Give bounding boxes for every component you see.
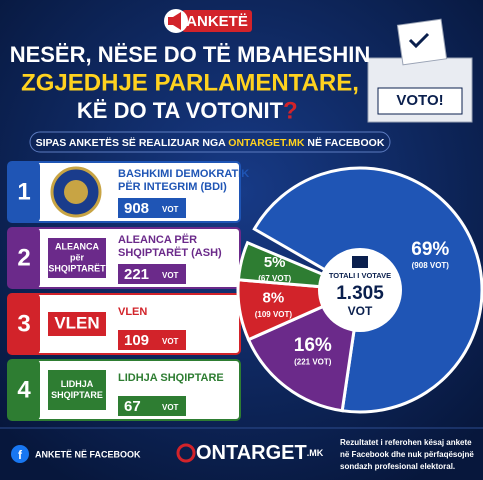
party-name: SHQIPTARËT (ASH) — [118, 246, 222, 259]
value-label: 8% — [263, 290, 285, 307]
center-total: 1.305 — [336, 283, 384, 304]
party-name: VLEN — [118, 306, 147, 318]
rank: 4 — [17, 376, 31, 403]
subtitle: SIPAS ANKETËS SË REALIZUAR NGA ONTARGET.… — [36, 136, 385, 149]
center-disc — [318, 248, 402, 332]
party-name: LIDHJA SHQIPTARE — [118, 372, 224, 384]
votes-box — [118, 264, 186, 284]
logo-text: VLEN — [54, 313, 99, 332]
party-name: PËR INTEGRIM (BDI) — [118, 180, 227, 193]
subtitle-box — [29, 131, 391, 153]
votes-unit: VOT — [162, 205, 179, 214]
logo-box — [48, 370, 106, 410]
ballot-label: VOTO! — [396, 92, 443, 109]
votes: 109 — [124, 332, 149, 349]
rank: 1 — [17, 178, 30, 205]
title-line: KË DO TA VOTONIT — [77, 98, 284, 123]
votes-box — [118, 198, 186, 218]
rank: 2 — [17, 244, 30, 271]
logo-text: ALEANCA — [55, 241, 99, 251]
party-name: BASHKIMI DEMOKRATIK — [118, 168, 249, 180]
megaphone-shape — [168, 12, 181, 30]
rank-box — [8, 228, 40, 288]
logo-text: për — [70, 252, 85, 262]
tag: ANKETË — [186, 13, 248, 30]
brand: ONTARGET — [196, 442, 307, 464]
disclaimer: në Facebook dhe nuk përfaqësojnë — [340, 450, 474, 459]
votes: 67 — [124, 398, 141, 415]
facebook-icon-letter: f — [18, 448, 23, 462]
votes-unit: VOT — [162, 403, 179, 412]
footer-brand: ONTARGET.MK — [196, 442, 324, 464]
logo-text: SHQIPTARE — [51, 390, 103, 400]
party-name: ALEANCA PËR — [118, 233, 197, 246]
title-line: NESËR, NËSE DO TË MBAHESHIN — [10, 42, 371, 67]
votes-unit: VOT — [162, 271, 179, 280]
votes-box — [118, 330, 186, 350]
ballot-box — [367, 18, 473, 123]
center-unit: VOT — [348, 304, 373, 318]
value-label: 69% — [411, 239, 449, 260]
logo-box — [48, 238, 106, 278]
logo-inner — [64, 180, 88, 204]
brand-suffix: .MK — [307, 448, 324, 458]
tag-box — [182, 10, 252, 32]
footer-facebook: ANKETË NË FACEBOOK — [35, 449, 141, 459]
rank-box — [8, 294, 40, 354]
pie-chart: 69%(908 VOT) 16%(221 VOT) 8% (109 VOT) 5% (67… — [236, 166, 483, 414]
value-label: 5% — [264, 254, 286, 271]
vote-label: (109 VOT) — [255, 310, 293, 319]
votes-box — [118, 396, 186, 416]
disclaimer: Rezultatet i referohen kësaj ankete — [340, 438, 472, 447]
value-label: 16% — [294, 335, 332, 356]
center-label: TOTALI I VOTAVE — [329, 271, 391, 280]
votes: 908 — [124, 200, 149, 217]
brand-icon — [176, 443, 196, 463]
facebook-icon — [11, 445, 29, 463]
subtitle-suffix: NË FACEBOOK — [307, 136, 384, 149]
vote-label: (221 VOT) — [294, 357, 332, 366]
votes-unit: VOT — [162, 337, 179, 346]
logo-text: SHQIPTARËT — [48, 263, 106, 273]
logo-box — [48, 312, 106, 336]
title-line: ZGJEDHJE PARLAMENTARE, — [21, 69, 359, 96]
subtitle-prefix: SIPAS ANKETËS SË REALIZUAR NGA — [36, 136, 227, 149]
rank-box — [8, 360, 40, 420]
vote-label: (908 VOT) — [412, 261, 450, 270]
title-question-mark: ? — [283, 97, 298, 124]
vote-label: (67 VOT) — [258, 274, 291, 283]
votes: 221 — [124, 266, 149, 283]
logo-text: LIDHJA — [61, 379, 94, 389]
disclaimer: sondazh profesional elektoral. — [340, 462, 455, 471]
center-icon — [352, 256, 368, 268]
rank-box — [8, 162, 40, 222]
rank: 3 — [17, 310, 30, 337]
subtitle-site: ONTARGET.MK — [228, 137, 305, 149]
